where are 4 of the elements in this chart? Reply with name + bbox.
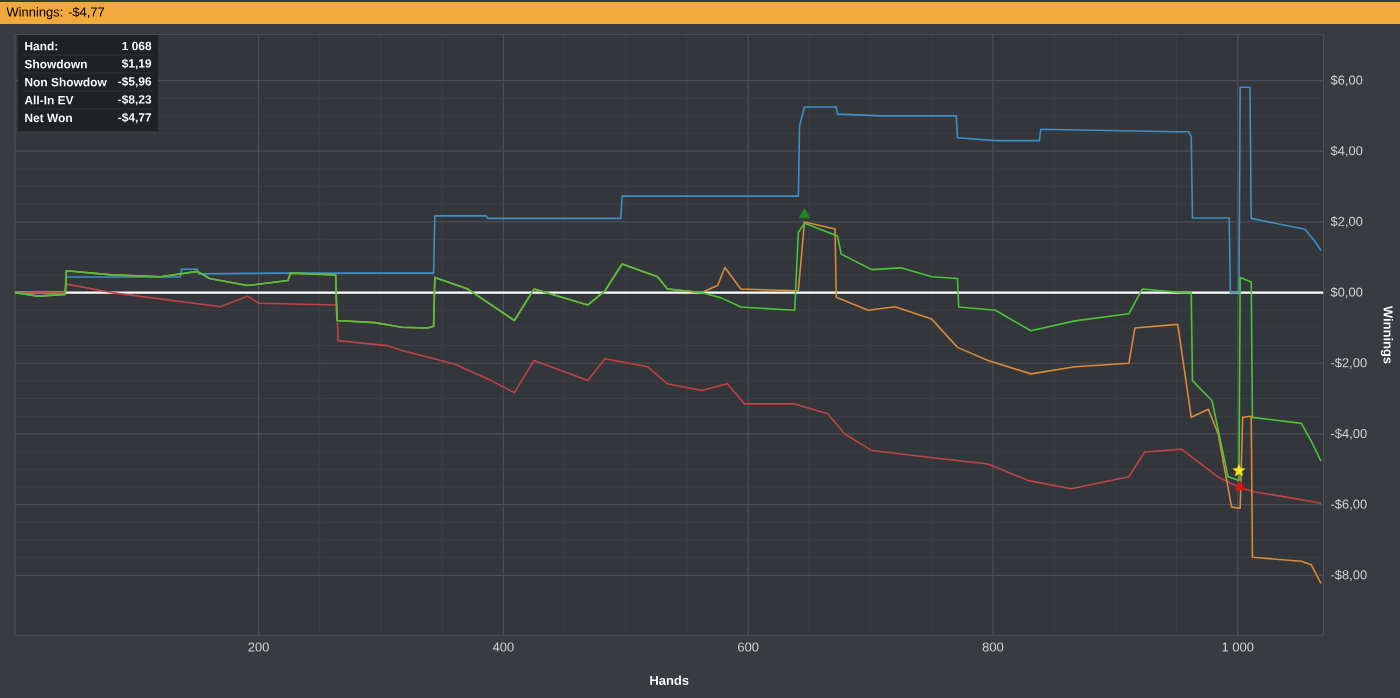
point bbox=[1232, 464, 1246, 476]
point bbox=[1234, 480, 1246, 491]
line-series bbox=[15, 283, 1322, 505]
point bbox=[798, 208, 811, 219]
